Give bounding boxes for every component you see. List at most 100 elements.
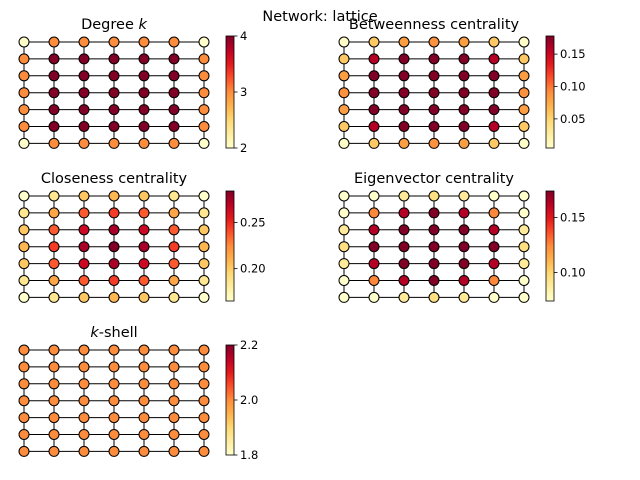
colorbar-tick-label: 4 <box>240 29 247 43</box>
panel-title: k-shell <box>90 325 137 341</box>
lattice-node <box>428 207 440 219</box>
lattice-node <box>198 104 210 116</box>
colorbar-gradient <box>225 35 235 149</box>
panel-title-part: Eigenvector centrality <box>354 171 514 187</box>
lattice-node <box>518 87 530 99</box>
lattice-node <box>168 104 180 116</box>
panel-title-part: k <box>138 17 147 33</box>
lattice-node <box>78 361 90 373</box>
lattice-node <box>18 429 30 440</box>
lattice-node <box>108 344 120 356</box>
lattice-node <box>368 121 380 132</box>
colorbar-tick-label: 0.20 <box>240 262 266 276</box>
lattice-nodes <box>338 190 530 303</box>
lattice-node <box>368 87 380 99</box>
lattice-node <box>138 70 150 82</box>
lattice-node <box>108 395 120 407</box>
lattice-node <box>168 344 180 356</box>
lattice-node <box>168 445 180 457</box>
lattice-node <box>198 445 210 457</box>
lattice-node <box>168 87 180 99</box>
lattice-node <box>518 190 530 202</box>
lattice-node <box>18 190 30 202</box>
lattice-node <box>78 70 90 82</box>
lattice-node <box>428 224 440 236</box>
lattice-nodes <box>18 36 210 149</box>
lattice-node <box>168 190 180 202</box>
lattice-node <box>78 121 90 132</box>
lattice-node <box>108 53 120 65</box>
lattice-node <box>18 344 30 356</box>
lattice-node <box>368 190 380 202</box>
lattice-node <box>18 224 30 236</box>
lattice-node <box>168 121 180 132</box>
lattice-node <box>78 412 90 424</box>
lattice-node <box>338 104 350 116</box>
lattice-node <box>138 412 150 424</box>
panel-title: Degree k <box>81 17 147 33</box>
lattice-node <box>428 87 440 99</box>
lattice-node <box>168 137 180 149</box>
lattice-node <box>108 361 120 373</box>
lattice-node <box>18 395 30 407</box>
lattice-node <box>18 361 30 373</box>
lattice-node <box>428 258 440 270</box>
lattice-node <box>198 361 210 373</box>
lattice-node <box>138 275 150 286</box>
lattice-node <box>108 445 120 457</box>
lattice-node <box>108 190 120 202</box>
lattice-node <box>458 207 470 219</box>
lattice-node <box>488 207 500 219</box>
colorbar: 1.8 2.0 2.2 <box>225 338 258 462</box>
lattice-node <box>518 291 530 303</box>
lattice-node <box>518 207 530 219</box>
panel-title: Closeness centrality <box>41 171 188 187</box>
lattice-node <box>458 190 470 202</box>
lattice-node <box>458 224 470 236</box>
lattice-node <box>368 275 380 286</box>
lattice-node <box>108 87 120 99</box>
lattice-node <box>48 361 60 373</box>
lattice-node <box>518 137 530 149</box>
lattice-node <box>48 241 60 253</box>
lattice-node <box>338 36 350 48</box>
lattice-node <box>78 137 90 149</box>
lattice-node <box>198 137 210 149</box>
lattice-node <box>18 445 30 457</box>
panel-title-part: Betweenness centrality <box>349 17 520 33</box>
lattice-node <box>48 378 60 390</box>
panel-title-part: k <box>90 325 99 341</box>
lattice-node <box>398 70 410 82</box>
lattice-node <box>198 275 210 286</box>
lattice-node <box>168 241 180 253</box>
lattice-node <box>108 412 120 424</box>
lattice-node <box>108 207 120 219</box>
lattice-node <box>78 258 90 270</box>
lattice-node <box>78 207 90 219</box>
panel-1: Degree k 2 3 4 <box>18 17 247 155</box>
lattice-node <box>428 104 440 116</box>
lattice-node <box>488 70 500 82</box>
lattice-node <box>108 291 120 303</box>
lattice-node <box>338 224 350 236</box>
colorbar-gradient <box>225 344 235 456</box>
lattice-node <box>138 378 150 390</box>
colorbar: 0.20 0.25 <box>225 190 266 302</box>
colorbar-tick-label: 0.10 <box>560 79 586 93</box>
lattice-node <box>368 137 380 149</box>
lattice-node <box>108 70 120 82</box>
lattice-node <box>398 275 410 286</box>
lattice-node <box>168 224 180 236</box>
lattice-node <box>18 87 30 99</box>
lattice-node <box>198 241 210 253</box>
colorbar-gradient <box>545 190 555 302</box>
colorbar-tick-label: 2.2 <box>240 338 258 352</box>
lattice-node <box>78 291 90 303</box>
lattice-node <box>138 87 150 99</box>
lattice-node <box>48 104 60 116</box>
lattice-node <box>138 291 150 303</box>
lattice-node <box>78 36 90 48</box>
lattice-node <box>48 121 60 132</box>
lattice-node <box>48 137 60 149</box>
